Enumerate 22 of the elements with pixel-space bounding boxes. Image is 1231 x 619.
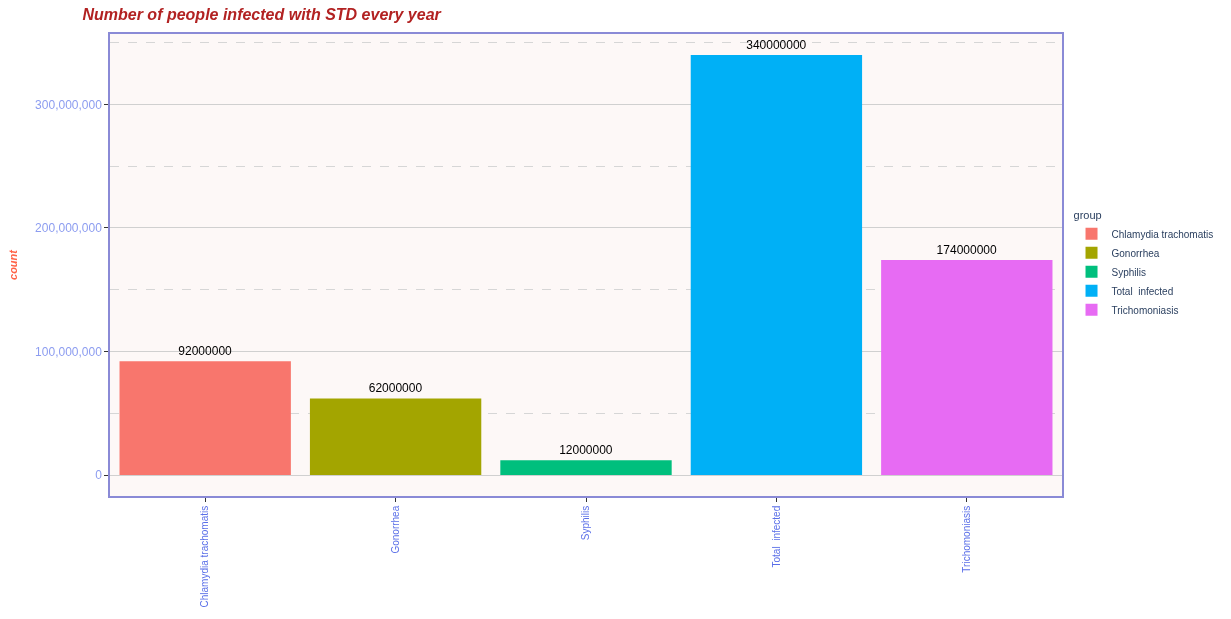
legend-label: Chlamydia trachomatis: [1111, 228, 1214, 240]
y-tick-label: 200,000,000: [35, 221, 103, 236]
x-tick-label: Chlamydia trachomatis: [199, 505, 211, 608]
legend-label: Total infected: [1111, 285, 1174, 297]
legend-label: Syphilis: [1111, 266, 1146, 278]
x-tick-label: Gonorrhea: [389, 505, 401, 554]
y-tick-label: 0: [95, 468, 103, 483]
y-tick-label: 300,000,000: [35, 97, 103, 112]
legend-title: group: [1073, 209, 1102, 222]
x-tick-label: Syphilis: [580, 505, 592, 541]
x-tick-label: Total infected: [770, 505, 782, 568]
legend-label: Gonorrhea: [1111, 247, 1160, 259]
x-tick-label: Trichomoniasis: [961, 505, 973, 573]
y-tick-label: 100,000,000: [35, 344, 103, 359]
legend-label: Trichomoniasis: [1111, 304, 1179, 316]
y-axis-title: count: [7, 248, 20, 280]
data-label: 12000000: [559, 443, 613, 458]
data-label: 62000000: [368, 381, 423, 396]
data-label: 92000000: [178, 344, 233, 359]
data-label: 340000000: [746, 38, 807, 52]
data-label: 174000000: [936, 243, 997, 258]
chart-title: Number of people infected with STD every year: [82, 6, 442, 24]
